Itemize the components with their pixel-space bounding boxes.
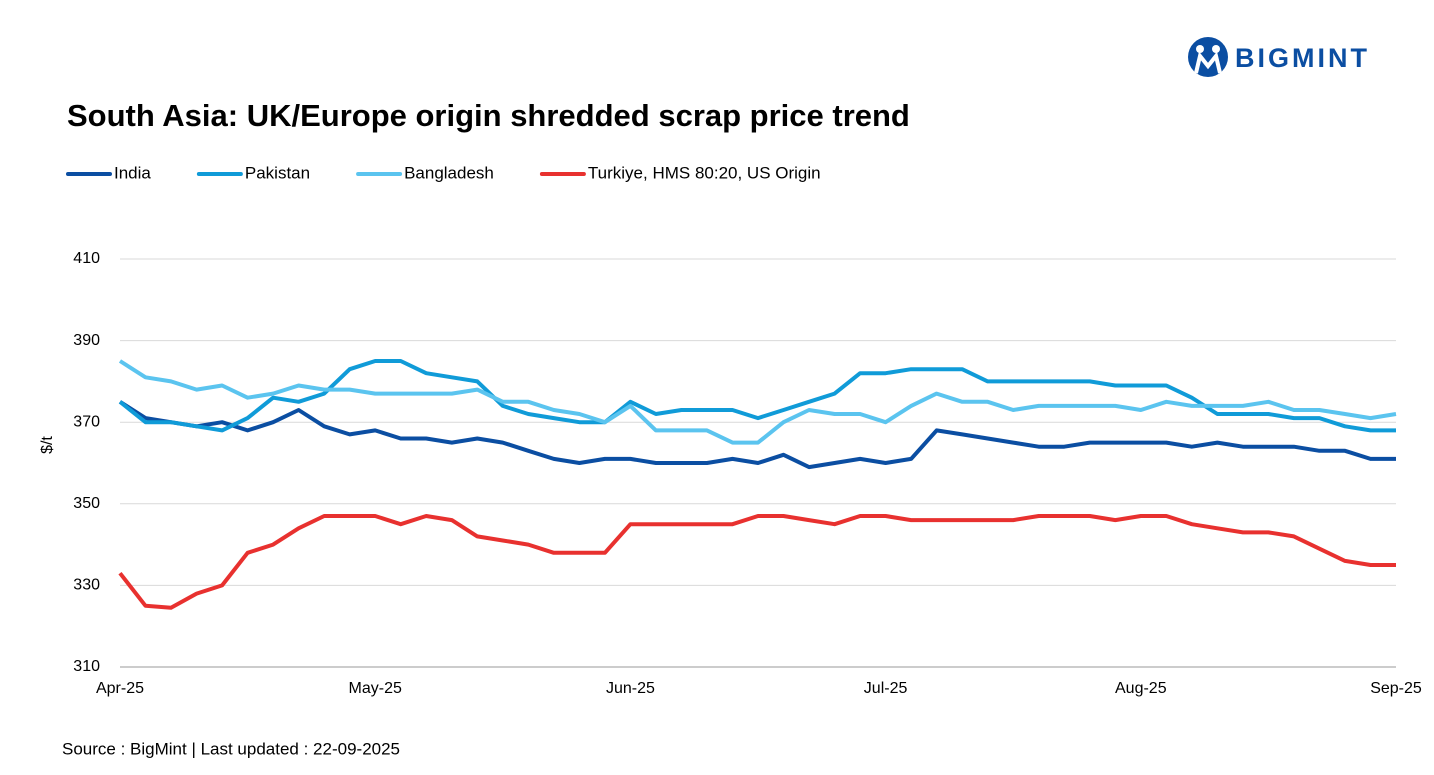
series-line bbox=[118, 400, 1396, 470]
logo-icon bbox=[1188, 37, 1228, 77]
legend: India Pakistan Bangladesh Turkiye, HMS 80:2… bbox=[66, 163, 821, 182]
logo-icon bbox=[1196, 45, 1204, 53]
series-line bbox=[118, 359, 1397, 445]
logo-icon bbox=[1212, 45, 1220, 53]
x-tick-label: Jul-25 bbox=[864, 680, 908, 697]
source-note: Source : BigMint | Last updated : 22-09-… bbox=[62, 739, 400, 758]
chart-title: South Asia: UK/Europe origin shredded sc… bbox=[67, 98, 910, 133]
y-tick-label: 350 bbox=[73, 495, 100, 512]
series-line bbox=[118, 359, 1396, 433]
y-tick-label: 310 bbox=[73, 658, 100, 675]
y-tick-label: 390 bbox=[73, 332, 100, 349]
legend-label: Bangladesh bbox=[404, 163, 494, 182]
y-tick-label: 370 bbox=[73, 413, 100, 430]
logo-icon bbox=[1194, 51, 1222, 74]
x-tick-label: Aug-25 bbox=[1115, 680, 1167, 697]
y-tick-label: 410 bbox=[73, 250, 100, 267]
logo: BIGMINT bbox=[1188, 37, 1370, 77]
x-tick-label: Sep-25 bbox=[1370, 680, 1422, 697]
legend-label: India bbox=[114, 163, 151, 182]
legend-label: Turkiye, HMS 80:20, US Origin bbox=[588, 163, 821, 182]
x-tick-label: Apr-25 bbox=[96, 680, 144, 697]
y-axis-label: $/t bbox=[39, 436, 56, 454]
series-line bbox=[118, 514, 1396, 610]
logo-text: BIGMINT bbox=[1235, 43, 1370, 73]
legend-label: Pakistan bbox=[245, 163, 310, 182]
y-tick-label: 330 bbox=[73, 577, 100, 594]
x-tick-label: Jun-25 bbox=[606, 680, 655, 697]
x-tick-label: May-25 bbox=[349, 680, 402, 697]
